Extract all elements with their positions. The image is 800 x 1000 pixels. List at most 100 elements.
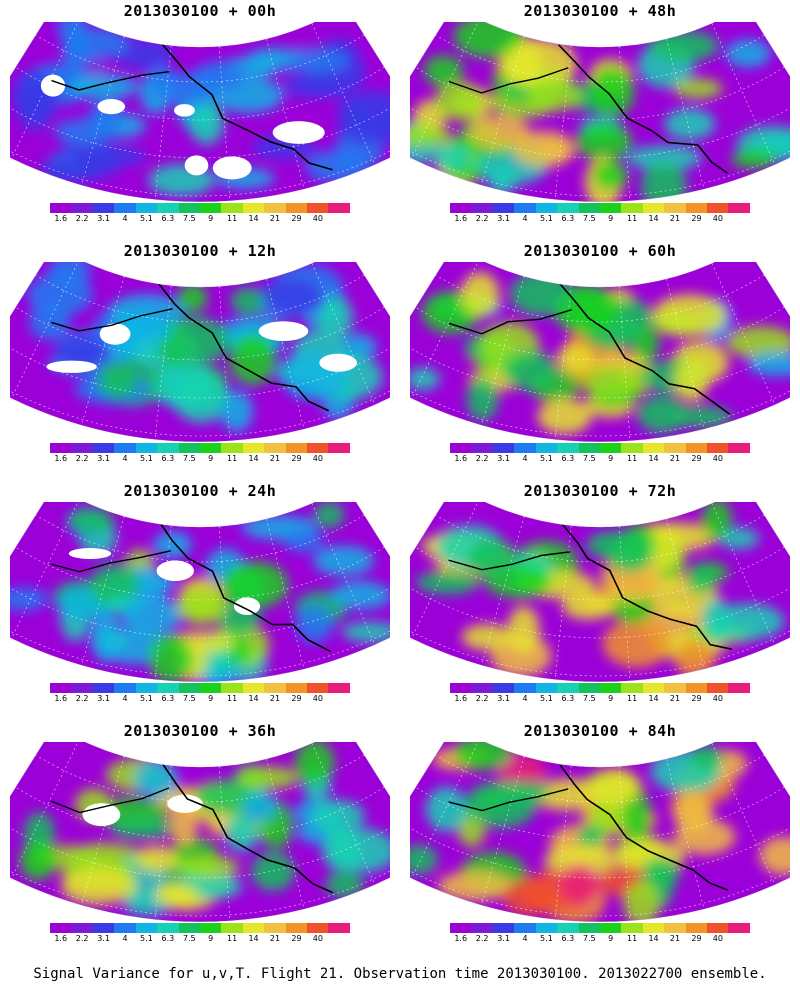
colorbar-label: 6.3 [561, 694, 575, 703]
colorbar-label: 21 [269, 454, 281, 463]
colorbar-label: 14 [648, 694, 659, 703]
colorbar-swatch [450, 203, 472, 213]
colorbar-swatch [50, 923, 72, 933]
colorbar-label: 5.1 [140, 694, 153, 703]
signal-variance-map [10, 22, 390, 202]
colorbar-label: 4 [522, 934, 528, 943]
signal-variance-map [410, 502, 790, 682]
colorbar-label: 3.1 [497, 214, 510, 223]
colorbar-label: 29 [691, 694, 702, 703]
colorbar-swatch [664, 443, 686, 453]
colorbar-swatch [199, 923, 222, 933]
colorbar-labels: 1.6 2.2 3.1 4 5.1 6.3 7.5 9 11 14 21 29 40 [50, 214, 350, 226]
colorbar-swatch [514, 203, 536, 213]
colorbar-swatch [178, 203, 200, 213]
colorbar [450, 203, 750, 213]
colorbar-label: 40 [312, 694, 323, 703]
colorbar-swatch [471, 683, 493, 693]
colorbar-label: 5.1 [540, 934, 553, 943]
colorbar-label: 6.3 [561, 454, 575, 463]
signal-variance-map [410, 262, 790, 442]
colorbar-label: 1.6 [54, 694, 68, 703]
signal-variance-map [410, 22, 790, 202]
colorbar-label: 5.1 [140, 214, 153, 223]
colorbar-label: 11 [627, 934, 638, 943]
colorbar-swatch [328, 203, 350, 213]
panel-title: 2013030100 + 60h [523, 242, 677, 260]
colorbar-label: 40 [312, 214, 323, 223]
colorbar-swatch [599, 443, 622, 453]
colorbar-swatch [728, 203, 750, 213]
colorbar-swatch [71, 923, 93, 933]
colorbar-swatch [599, 923, 622, 933]
colorbar-swatch [685, 203, 708, 213]
colorbar-swatch [621, 683, 643, 693]
colorbar-label: 40 [712, 934, 723, 943]
map-panel: 2013030100 + 72h 1.6 2.2 3.1 4 5.1 6.3 7.5 9 11 1… [410, 480, 790, 712]
colorbar-label: 2.2 [75, 214, 89, 223]
colorbar-swatch [50, 683, 72, 693]
colorbar-swatch [621, 203, 643, 213]
colorbar-swatch [242, 203, 265, 213]
colorbar-label: 5.1 [140, 454, 153, 463]
colorbar-label: 5.1 [540, 454, 553, 463]
figure-caption: Signal Variance for u,v,T. Flight 21. Ob… [33, 966, 767, 982]
colorbar-swatch [199, 443, 222, 453]
colorbar-swatch [621, 443, 643, 453]
colorbar-swatch [664, 203, 686, 213]
colorbar-label: 5.1 [140, 934, 153, 943]
colorbar-label: 2.2 [475, 454, 489, 463]
colorbar-label: 29 [291, 454, 302, 463]
map-panel: 2013030100 + 12h 1.6 2.2 3.1 4 5.1 6.3 7.5 9 11 1… [10, 240, 390, 472]
colorbar-swatch [221, 683, 243, 693]
colorbar-label: 4 [122, 214, 128, 223]
colorbar-swatch [492, 923, 515, 933]
colorbar-label: 11 [227, 694, 238, 703]
colorbar-swatch [514, 923, 536, 933]
colorbar-label: 1.6 [54, 454, 68, 463]
colorbar-label: 11 [227, 934, 238, 943]
colorbar-swatch [307, 203, 329, 213]
colorbar-swatch [707, 683, 729, 693]
colorbar-swatch [92, 683, 115, 693]
colorbar-labels: 1.6 2.2 3.1 4 5.1 6.3 7.5 9 11 14 21 29 40 [450, 214, 750, 226]
colorbar-label: 14 [248, 934, 259, 943]
colorbar-label: 40 [712, 694, 723, 703]
colorbar-label: 11 [227, 454, 238, 463]
colorbar-label: 6.3 [161, 214, 175, 223]
colorbar-label: 9 [208, 214, 214, 223]
colorbar-swatch [707, 203, 729, 213]
colorbar-label: 14 [648, 454, 659, 463]
colorbar-swatch [135, 683, 158, 693]
map-panel: 2013030100 + 48h 1.6 2.2 3.1 4 5.1 6.3 7.5 9 11 1… [410, 0, 790, 232]
colorbar-swatch [664, 923, 686, 933]
colorbar-swatch [157, 923, 179, 933]
colorbar-swatch [242, 683, 265, 693]
colorbar-swatch [642, 923, 665, 933]
colorbar-swatch [178, 443, 200, 453]
colorbar-label: 7.5 [182, 694, 196, 703]
colorbar-swatch [285, 203, 308, 213]
colorbar-label: 14 [648, 934, 659, 943]
colorbar-label: 5.1 [540, 214, 553, 223]
colorbar-swatch [492, 683, 515, 693]
colorbar-swatch [557, 203, 579, 213]
colorbar-swatch [178, 923, 200, 933]
colorbar-label: 29 [291, 934, 302, 943]
colorbar-label: 4 [522, 694, 528, 703]
colorbar-label: 11 [627, 454, 638, 463]
colorbar-labels: 1.6 2.2 3.1 4 5.1 6.3 7.5 9 11 14 21 29 40 [50, 934, 350, 946]
colorbar-swatch [328, 683, 350, 693]
colorbar-swatch [328, 443, 350, 453]
colorbar-swatch [71, 683, 93, 693]
colorbar-swatch [285, 443, 308, 453]
colorbar-label: 9 [608, 214, 614, 223]
colorbar-swatch [264, 203, 286, 213]
panel-title: 2013030100 + 36h [123, 722, 277, 740]
colorbar-label: 7.5 [182, 934, 196, 943]
colorbar-swatch [557, 923, 579, 933]
colorbar-swatch [535, 923, 558, 933]
colorbar-swatch [471, 443, 493, 453]
panel-title: 2013030100 + 48h [523, 2, 677, 20]
colorbar-swatch [199, 683, 222, 693]
